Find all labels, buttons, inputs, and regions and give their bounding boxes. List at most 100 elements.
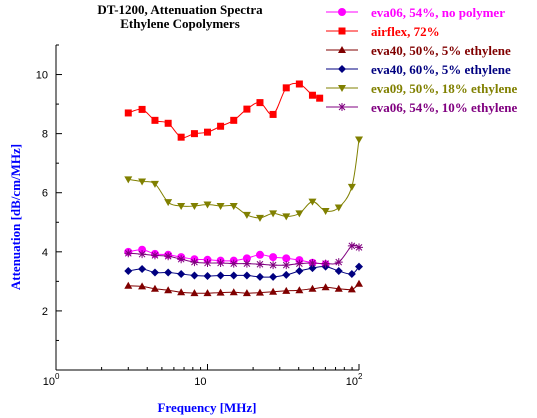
data-point bbox=[177, 203, 186, 211]
data-point bbox=[150, 284, 159, 292]
data-point bbox=[150, 180, 159, 188]
data-point bbox=[295, 80, 303, 88]
legend-label: eva40, 60%, 5% ethylene bbox=[371, 62, 511, 77]
y-tick-label: 8 bbox=[42, 129, 48, 141]
data-point bbox=[269, 261, 278, 270]
series-line bbox=[128, 249, 326, 265]
y-tick-label: 2 bbox=[42, 306, 48, 318]
data-point bbox=[316, 94, 324, 102]
data-point bbox=[334, 258, 343, 267]
data-point bbox=[242, 271, 251, 280]
data-point bbox=[138, 250, 147, 259]
data-point bbox=[308, 259, 317, 268]
x-tick-label: 10 0 bbox=[43, 372, 60, 388]
data-point bbox=[243, 105, 251, 113]
series-layer bbox=[124, 80, 363, 297]
data-point bbox=[138, 105, 146, 113]
data-point bbox=[256, 99, 264, 107]
data-point bbox=[229, 288, 238, 296]
legend-item-4: eva40, 60%, 5% ethylene bbox=[326, 62, 511, 77]
x-axis-title: Frequency [MHz] bbox=[157, 400, 256, 415]
data-point bbox=[190, 289, 199, 297]
data-point bbox=[203, 289, 212, 297]
data-point bbox=[347, 183, 356, 191]
data-point bbox=[321, 283, 330, 291]
data-point bbox=[308, 264, 317, 273]
legend-label: eva09, 50%, 18% ethylene bbox=[371, 81, 517, 96]
legend-label: eva40, 50%, 5% ethylene bbox=[371, 43, 511, 58]
data-point bbox=[164, 268, 173, 277]
data-point bbox=[282, 261, 291, 270]
series-3 bbox=[124, 279, 363, 297]
data-point bbox=[255, 260, 264, 269]
data-point bbox=[204, 128, 211, 136]
data-point bbox=[255, 288, 264, 296]
data-point bbox=[177, 288, 186, 296]
legend-marker bbox=[338, 65, 346, 73]
data-point bbox=[124, 267, 133, 276]
legend-item-5: eva09, 50%, 18% ethylene bbox=[326, 81, 517, 96]
legend-marker bbox=[338, 46, 346, 53]
data-point bbox=[217, 122, 225, 130]
data-point bbox=[151, 116, 159, 124]
data-point bbox=[177, 269, 186, 278]
x-tick-label-base: 10 bbox=[194, 376, 206, 388]
data-point bbox=[308, 284, 317, 292]
data-point bbox=[216, 203, 225, 211]
data-point bbox=[203, 259, 212, 268]
legend-item-6: eva06, 54%, 10% ethylene bbox=[326, 100, 517, 115]
data-point bbox=[334, 267, 343, 276]
data-point bbox=[308, 91, 316, 99]
legend-marker bbox=[338, 8, 346, 16]
data-point bbox=[242, 259, 251, 268]
data-point bbox=[150, 251, 159, 260]
data-point bbox=[229, 259, 238, 268]
data-point bbox=[347, 241, 356, 250]
legend-item-1: eva06, 54%, no polymer bbox=[326, 5, 505, 20]
data-point bbox=[355, 136, 363, 144]
data-point bbox=[124, 176, 133, 184]
x-tick-label: 10 2 bbox=[346, 372, 363, 388]
y-axis-title: Attenuation [dB/cm/MHz] bbox=[8, 144, 23, 290]
data-point bbox=[190, 203, 199, 211]
legend-item-2: airflex, 72% bbox=[326, 24, 440, 39]
data-point bbox=[282, 286, 291, 294]
chart-title-line-2: Ethylene Copolymers bbox=[120, 16, 240, 31]
data-point bbox=[308, 198, 317, 206]
x-tick-label: 10 bbox=[194, 376, 206, 388]
data-point bbox=[295, 286, 304, 294]
data-point bbox=[242, 211, 251, 219]
data-point bbox=[203, 201, 212, 209]
data-point bbox=[242, 289, 251, 297]
data-point bbox=[269, 253, 278, 262]
data-point bbox=[269, 210, 278, 218]
data-point bbox=[190, 258, 199, 267]
data-point bbox=[255, 214, 264, 222]
data-point bbox=[295, 210, 304, 218]
series-2 bbox=[124, 80, 324, 141]
legend-label: airflex, 72% bbox=[371, 24, 440, 39]
x-tick-label-base: 10 bbox=[43, 376, 55, 388]
data-point bbox=[164, 199, 173, 207]
legend-marker bbox=[338, 85, 346, 92]
data-point bbox=[347, 269, 356, 278]
data-point bbox=[255, 272, 264, 281]
chart-title: DT-1200, Attenuation Spectra Ethylene Co… bbox=[97, 2, 263, 31]
y-tick-label: 6 bbox=[42, 188, 48, 200]
data-point bbox=[321, 259, 330, 268]
data-point bbox=[347, 285, 356, 293]
data-point bbox=[216, 288, 225, 296]
series-6 bbox=[124, 241, 363, 270]
data-point bbox=[177, 255, 186, 264]
data-point bbox=[321, 208, 330, 216]
x-tick-label-exponent: 0 bbox=[55, 372, 60, 381]
data-point bbox=[216, 271, 225, 280]
legend-marker bbox=[338, 27, 346, 35]
data-point bbox=[164, 119, 172, 127]
data-point bbox=[355, 279, 363, 287]
data-point bbox=[355, 262, 363, 271]
series-line bbox=[128, 82, 320, 139]
